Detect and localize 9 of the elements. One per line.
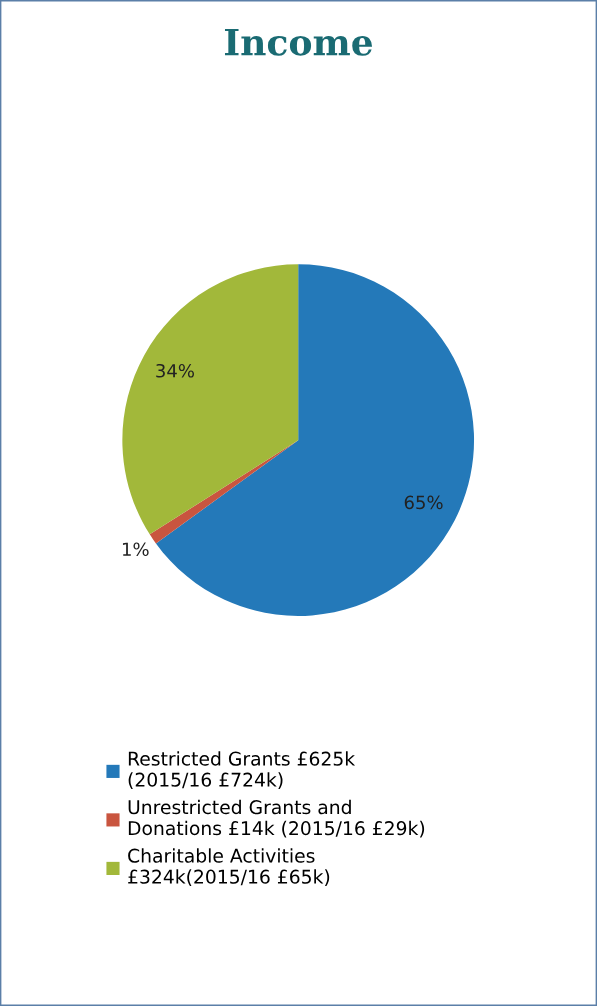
data-label: 34% bbox=[156, 363, 194, 378]
data-label: 65% bbox=[404, 495, 443, 510]
legend-label: Restricted Grants £625k (2015/16 £724k) bbox=[128, 751, 356, 789]
pie-slice bbox=[155, 264, 475, 616]
data-label: 1% bbox=[122, 542, 149, 557]
legend-label: Charitable Activities £324k(2015/16 £65k) bbox=[128, 848, 330, 887]
legend-label: Unrestricted Grants and Donations £14k (2015/16 £29k) bbox=[128, 799, 425, 838]
pie-slice bbox=[122, 264, 299, 535]
chart-title: Income bbox=[224, 28, 373, 56]
